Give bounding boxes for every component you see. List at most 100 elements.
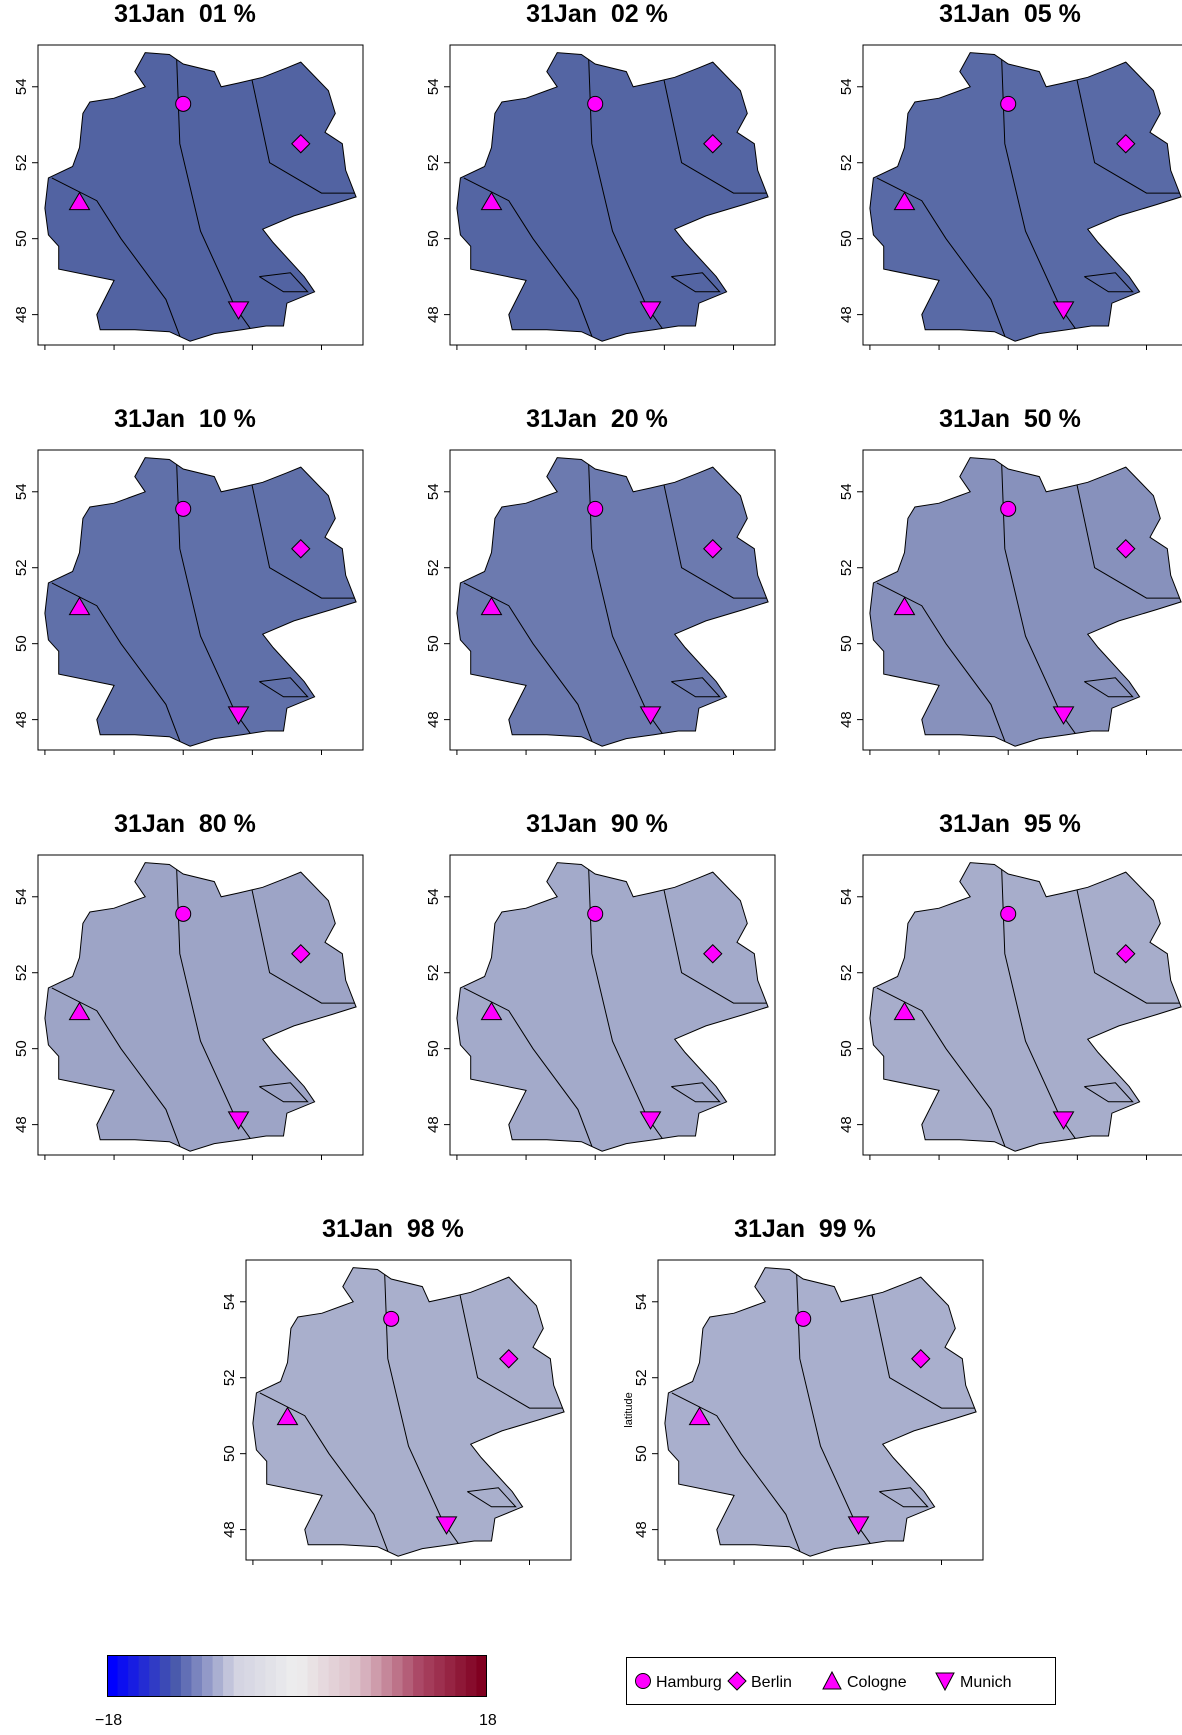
country-border bbox=[869, 862, 1182, 1152]
city-marker-cologne bbox=[68, 1001, 91, 1021]
contour-line bbox=[383, 1267, 468, 1557]
map-panel: 31Jan 95 % 6810121448505254 bbox=[825, 810, 1182, 1160]
y-tick-label: 54 bbox=[838, 483, 855, 500]
map-plot: 6810121448505254 bbox=[838, 854, 1182, 1160]
colorbar-step bbox=[244, 1655, 256, 1697]
contour-line bbox=[671, 1392, 804, 1557]
contour-line bbox=[795, 1267, 880, 1557]
y-tick-label: 54 bbox=[425, 483, 442, 500]
contour-line bbox=[1000, 457, 1085, 747]
city-marker-hamburg bbox=[1000, 95, 1017, 112]
contour-line bbox=[51, 582, 184, 747]
city-marker-munich bbox=[639, 706, 662, 725]
contour-line bbox=[463, 177, 596, 342]
city-marker-berlin bbox=[499, 1349, 519, 1369]
y-tick-label: 48 bbox=[425, 711, 442, 728]
map-panel: 31Jan 98 %6810121448505254 bbox=[208, 1215, 578, 1565]
colorbar-step bbox=[381, 1655, 393, 1697]
contour-line bbox=[463, 582, 596, 747]
y-tick-label: 50 bbox=[838, 635, 855, 652]
city-marker-cologne bbox=[893, 191, 916, 211]
colorbar-max-label: 18 bbox=[479, 1712, 497, 1729]
city-marker-cologne bbox=[480, 191, 503, 211]
city-marker-munich bbox=[1052, 1111, 1075, 1130]
contour-lines bbox=[876, 862, 1182, 1152]
contour-line bbox=[463, 987, 596, 1152]
y-tick-label: 48 bbox=[13, 306, 30, 323]
colorbar-step bbox=[423, 1655, 435, 1697]
y-tick-label: 50 bbox=[425, 635, 442, 652]
contour-line bbox=[876, 987, 1009, 1152]
contour-lines bbox=[463, 52, 769, 342]
country-border bbox=[456, 457, 769, 747]
panel-title: 31Jan 50 % bbox=[939, 405, 1081, 433]
colorbar-step bbox=[318, 1655, 330, 1697]
colorbar-step bbox=[392, 1655, 404, 1697]
contour-line bbox=[1000, 52, 1085, 342]
y-tick-label: 54 bbox=[425, 78, 442, 95]
y-tick-label: 48 bbox=[838, 711, 855, 728]
contour-line bbox=[671, 677, 721, 698]
panel-title: 31Jan 01 % bbox=[114, 0, 256, 28]
city-marker-berlin bbox=[911, 1349, 931, 1369]
contour-lines bbox=[876, 457, 1182, 747]
panel-title: 31Jan 20 % bbox=[526, 405, 668, 433]
contour-line bbox=[1069, 457, 1182, 599]
city-marker-munich bbox=[227, 706, 250, 725]
contour-line bbox=[175, 862, 260, 1152]
y-tick-label: 52 bbox=[13, 154, 30, 171]
contour-line bbox=[51, 177, 184, 342]
map-plot: 6810121448505254 bbox=[425, 854, 776, 1160]
colorbar-step bbox=[286, 1655, 298, 1697]
map-plot: 6810121448505254 bbox=[425, 44, 776, 350]
city-marker-hamburg bbox=[587, 500, 604, 517]
munich-marker-icon bbox=[935, 1672, 955, 1692]
contour-lines bbox=[51, 457, 357, 747]
city-marker-berlin bbox=[291, 539, 311, 559]
colorbar-step bbox=[402, 1655, 414, 1697]
city-marker-munich bbox=[639, 301, 662, 320]
contour-line bbox=[1069, 52, 1182, 194]
y-tick-label: 48 bbox=[425, 306, 442, 323]
panel-title: 31Jan 80 % bbox=[114, 810, 256, 838]
colorbar-step bbox=[360, 1655, 372, 1697]
colorbar-step bbox=[128, 1655, 140, 1697]
city-marker-munich bbox=[227, 301, 250, 320]
city-marker-cologne bbox=[893, 1001, 916, 1021]
country-fill bbox=[869, 862, 1182, 1152]
contour-line bbox=[175, 52, 260, 342]
y-tick-label: 54 bbox=[838, 78, 855, 95]
city-marker-berlin bbox=[703, 134, 723, 154]
y-tick-label: 50 bbox=[838, 1040, 855, 1057]
map-panel: 31Jan 02 %6810121448505254 bbox=[412, 0, 782, 350]
contour-line bbox=[244, 457, 357, 599]
city-marker-munich bbox=[847, 1516, 870, 1535]
y-tick-label: 48 bbox=[13, 711, 30, 728]
panel-title: 31Jan 99 % bbox=[734, 1215, 876, 1243]
panel-title: 31Jan 95 % bbox=[939, 810, 1081, 838]
colorbar-step bbox=[233, 1655, 245, 1697]
y-tick-label: 54 bbox=[13, 483, 30, 500]
colorbar bbox=[107, 1655, 487, 1697]
city-marker-hamburg bbox=[383, 1310, 400, 1327]
country-fill bbox=[44, 457, 357, 747]
colorbar-step bbox=[349, 1655, 361, 1697]
colorbar-step bbox=[223, 1655, 235, 1697]
city-marker-munich bbox=[1052, 301, 1075, 320]
colorbar-step bbox=[413, 1655, 425, 1697]
contour-line bbox=[656, 862, 769, 1004]
contour-line bbox=[1084, 677, 1134, 698]
colorbar-step bbox=[254, 1655, 266, 1697]
y-tick-label: 48 bbox=[425, 1116, 442, 1133]
colorbar-step bbox=[434, 1655, 446, 1697]
city-marker-munich bbox=[639, 1111, 662, 1130]
contour-line bbox=[51, 987, 184, 1152]
colorbar-step bbox=[265, 1655, 277, 1697]
y-tick-label: 50 bbox=[425, 230, 442, 247]
country-border bbox=[456, 52, 769, 342]
y-tick-label: 50 bbox=[13, 230, 30, 247]
city-marker-cologne bbox=[480, 1001, 503, 1021]
city-marker-berlin bbox=[703, 944, 723, 964]
map-panel: 31Jan 99 %6810121448505254longitudelatit… bbox=[620, 1215, 990, 1565]
colorbar-step bbox=[149, 1655, 161, 1697]
